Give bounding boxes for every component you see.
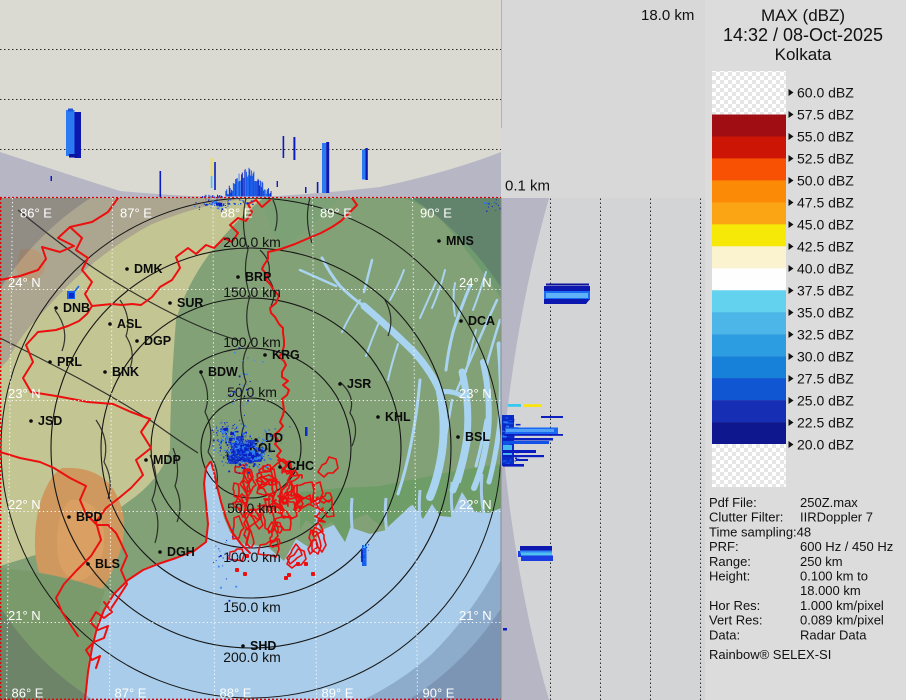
svg-text:20.0 dBZ: 20.0 dBZ bbox=[797, 437, 854, 453]
svg-text:87° E: 87° E bbox=[115, 686, 147, 700]
svg-text:60.0 dBZ: 60.0 dBZ bbox=[797, 85, 854, 101]
svg-text:BSL: BSL bbox=[465, 430, 490, 444]
svg-text:40.0 dBZ: 40.0 dBZ bbox=[797, 261, 854, 277]
svg-text:SHD: SHD bbox=[250, 639, 276, 653]
svg-text:BNK: BNK bbox=[112, 365, 139, 379]
svg-text:DD: DD bbox=[265, 431, 283, 445]
svg-text:0.100 km to: 0.100 km to bbox=[800, 569, 868, 584]
svg-text:0.089 km/pixel: 0.089 km/pixel bbox=[800, 613, 884, 628]
svg-text:90° E: 90° E bbox=[420, 206, 452, 221]
svg-text:42.5 dBZ: 42.5 dBZ bbox=[797, 239, 854, 255]
svg-text:47.5 dBZ: 47.5 dBZ bbox=[797, 195, 854, 211]
svg-text:50.0 km: 50.0 km bbox=[227, 500, 277, 516]
svg-text:89° E: 89° E bbox=[320, 206, 352, 221]
svg-text:200.0 km: 200.0 km bbox=[223, 234, 281, 250]
svg-text:22.5 dBZ: 22.5 dBZ bbox=[797, 415, 854, 431]
svg-text:37.5 dBZ: 37.5 dBZ bbox=[797, 283, 854, 299]
svg-text:50.0 km: 50.0 km bbox=[227, 384, 277, 400]
svg-text:CHC: CHC bbox=[287, 459, 314, 473]
svg-text:23° N: 23° N bbox=[459, 386, 492, 401]
svg-text:35.0 dBZ: 35.0 dBZ bbox=[797, 305, 854, 321]
svg-text:JSD: JSD bbox=[38, 414, 62, 428]
svg-text:32.5 dBZ: 32.5 dBZ bbox=[797, 327, 854, 343]
svg-text:600 Hz / 450 Hz: 600 Hz / 450 Hz bbox=[800, 539, 893, 554]
svg-text:BLS: BLS bbox=[95, 557, 120, 571]
svg-text:89° E: 89° E bbox=[322, 686, 354, 700]
svg-text:Time sampling:48: Time sampling:48 bbox=[709, 524, 811, 539]
svg-text:250 km: 250 km bbox=[800, 554, 843, 569]
svg-text:Height:: Height: bbox=[709, 569, 750, 584]
svg-text:27.5 dBZ: 27.5 dBZ bbox=[797, 371, 854, 387]
svg-text:Clutter Filter:: Clutter Filter: bbox=[709, 510, 783, 525]
svg-text:100.0 km: 100.0 km bbox=[223, 334, 281, 350]
svg-text:18.0 km: 18.0 km bbox=[641, 7, 694, 24]
svg-text:Data:: Data: bbox=[709, 627, 740, 642]
svg-text:IIRDoppler 7: IIRDoppler 7 bbox=[800, 510, 873, 525]
svg-text:55.0 dBZ: 55.0 dBZ bbox=[797, 129, 854, 145]
svg-text:Range:: Range: bbox=[709, 554, 751, 569]
svg-text:DCA: DCA bbox=[468, 314, 495, 328]
svg-text:Vert Res:: Vert Res: bbox=[709, 613, 762, 628]
svg-text:22° N: 22° N bbox=[8, 497, 41, 512]
svg-text:150.0 km: 150.0 km bbox=[223, 599, 281, 615]
svg-text:88° E: 88° E bbox=[221, 206, 253, 221]
svg-text:21° N: 21° N bbox=[8, 608, 41, 623]
svg-text:DMK: DMK bbox=[134, 262, 162, 276]
svg-text:25.0 dBZ: 25.0 dBZ bbox=[797, 393, 854, 409]
svg-text:18.000 km: 18.000 km bbox=[800, 583, 861, 598]
svg-text:86° E: 86° E bbox=[12, 686, 44, 700]
svg-text:BRP: BRP bbox=[245, 270, 271, 284]
svg-text:KRG: KRG bbox=[272, 348, 300, 362]
svg-text:21° N: 21° N bbox=[459, 608, 492, 623]
svg-text:45.0 dBZ: 45.0 dBZ bbox=[797, 217, 854, 233]
svg-text:1.000 km/pixel: 1.000 km/pixel bbox=[800, 598, 884, 613]
svg-text:MDP: MDP bbox=[153, 453, 181, 467]
svg-text:DGP: DGP bbox=[144, 334, 171, 348]
svg-text:23° N: 23° N bbox=[8, 386, 41, 401]
svg-text:Kolkata: Kolkata bbox=[775, 45, 832, 64]
svg-text:90° E: 90° E bbox=[423, 686, 455, 700]
svg-text:30.0 dBZ: 30.0 dBZ bbox=[797, 349, 854, 365]
svg-text:14:32 / 08-Oct-2025: 14:32 / 08-Oct-2025 bbox=[723, 25, 883, 45]
svg-text:0.1 km: 0.1 km bbox=[505, 178, 550, 195]
svg-text:200.0 km: 200.0 km bbox=[223, 649, 281, 665]
svg-text:Rainbow® SELEX-SI: Rainbow® SELEX-SI bbox=[709, 647, 831, 662]
svg-text:DGH: DGH bbox=[167, 545, 195, 559]
svg-text:Radar Data: Radar Data bbox=[800, 627, 867, 642]
svg-text:BDW: BDW bbox=[208, 365, 238, 379]
svg-text:24° N: 24° N bbox=[8, 275, 41, 290]
svg-text:SUR: SUR bbox=[177, 296, 203, 310]
svg-text:24° N: 24° N bbox=[459, 275, 492, 290]
svg-text:PRL: PRL bbox=[57, 355, 82, 369]
svg-text:52.5 dBZ: 52.5 dBZ bbox=[797, 151, 854, 167]
svg-text:DNB: DNB bbox=[63, 301, 90, 315]
svg-text:Hor Res:: Hor Res: bbox=[709, 598, 760, 613]
svg-text:KHL: KHL bbox=[385, 410, 411, 424]
svg-text:57.5 dBZ: 57.5 dBZ bbox=[797, 107, 854, 123]
svg-text:86° E: 86° E bbox=[20, 206, 52, 221]
svg-text:50.0 dBZ: 50.0 dBZ bbox=[797, 173, 854, 189]
svg-text:MNS: MNS bbox=[446, 234, 474, 248]
svg-text:100.0 km: 100.0 km bbox=[223, 549, 281, 565]
svg-text:87° E: 87° E bbox=[120, 206, 152, 221]
svg-text:PRF:: PRF: bbox=[709, 539, 739, 554]
svg-text:22° N: 22° N bbox=[459, 497, 492, 512]
svg-text:BPD: BPD bbox=[76, 510, 102, 524]
svg-text:MAX (dBZ): MAX (dBZ) bbox=[761, 6, 845, 25]
svg-text:ASL: ASL bbox=[117, 317, 142, 331]
svg-text:150.0 km: 150.0 km bbox=[223, 284, 281, 300]
svg-text:250Z.max: 250Z.max bbox=[800, 495, 858, 510]
svg-text:88° E: 88° E bbox=[220, 686, 252, 700]
svg-text:Pdf File:: Pdf File: bbox=[709, 495, 757, 510]
svg-text:JSR: JSR bbox=[347, 377, 371, 391]
